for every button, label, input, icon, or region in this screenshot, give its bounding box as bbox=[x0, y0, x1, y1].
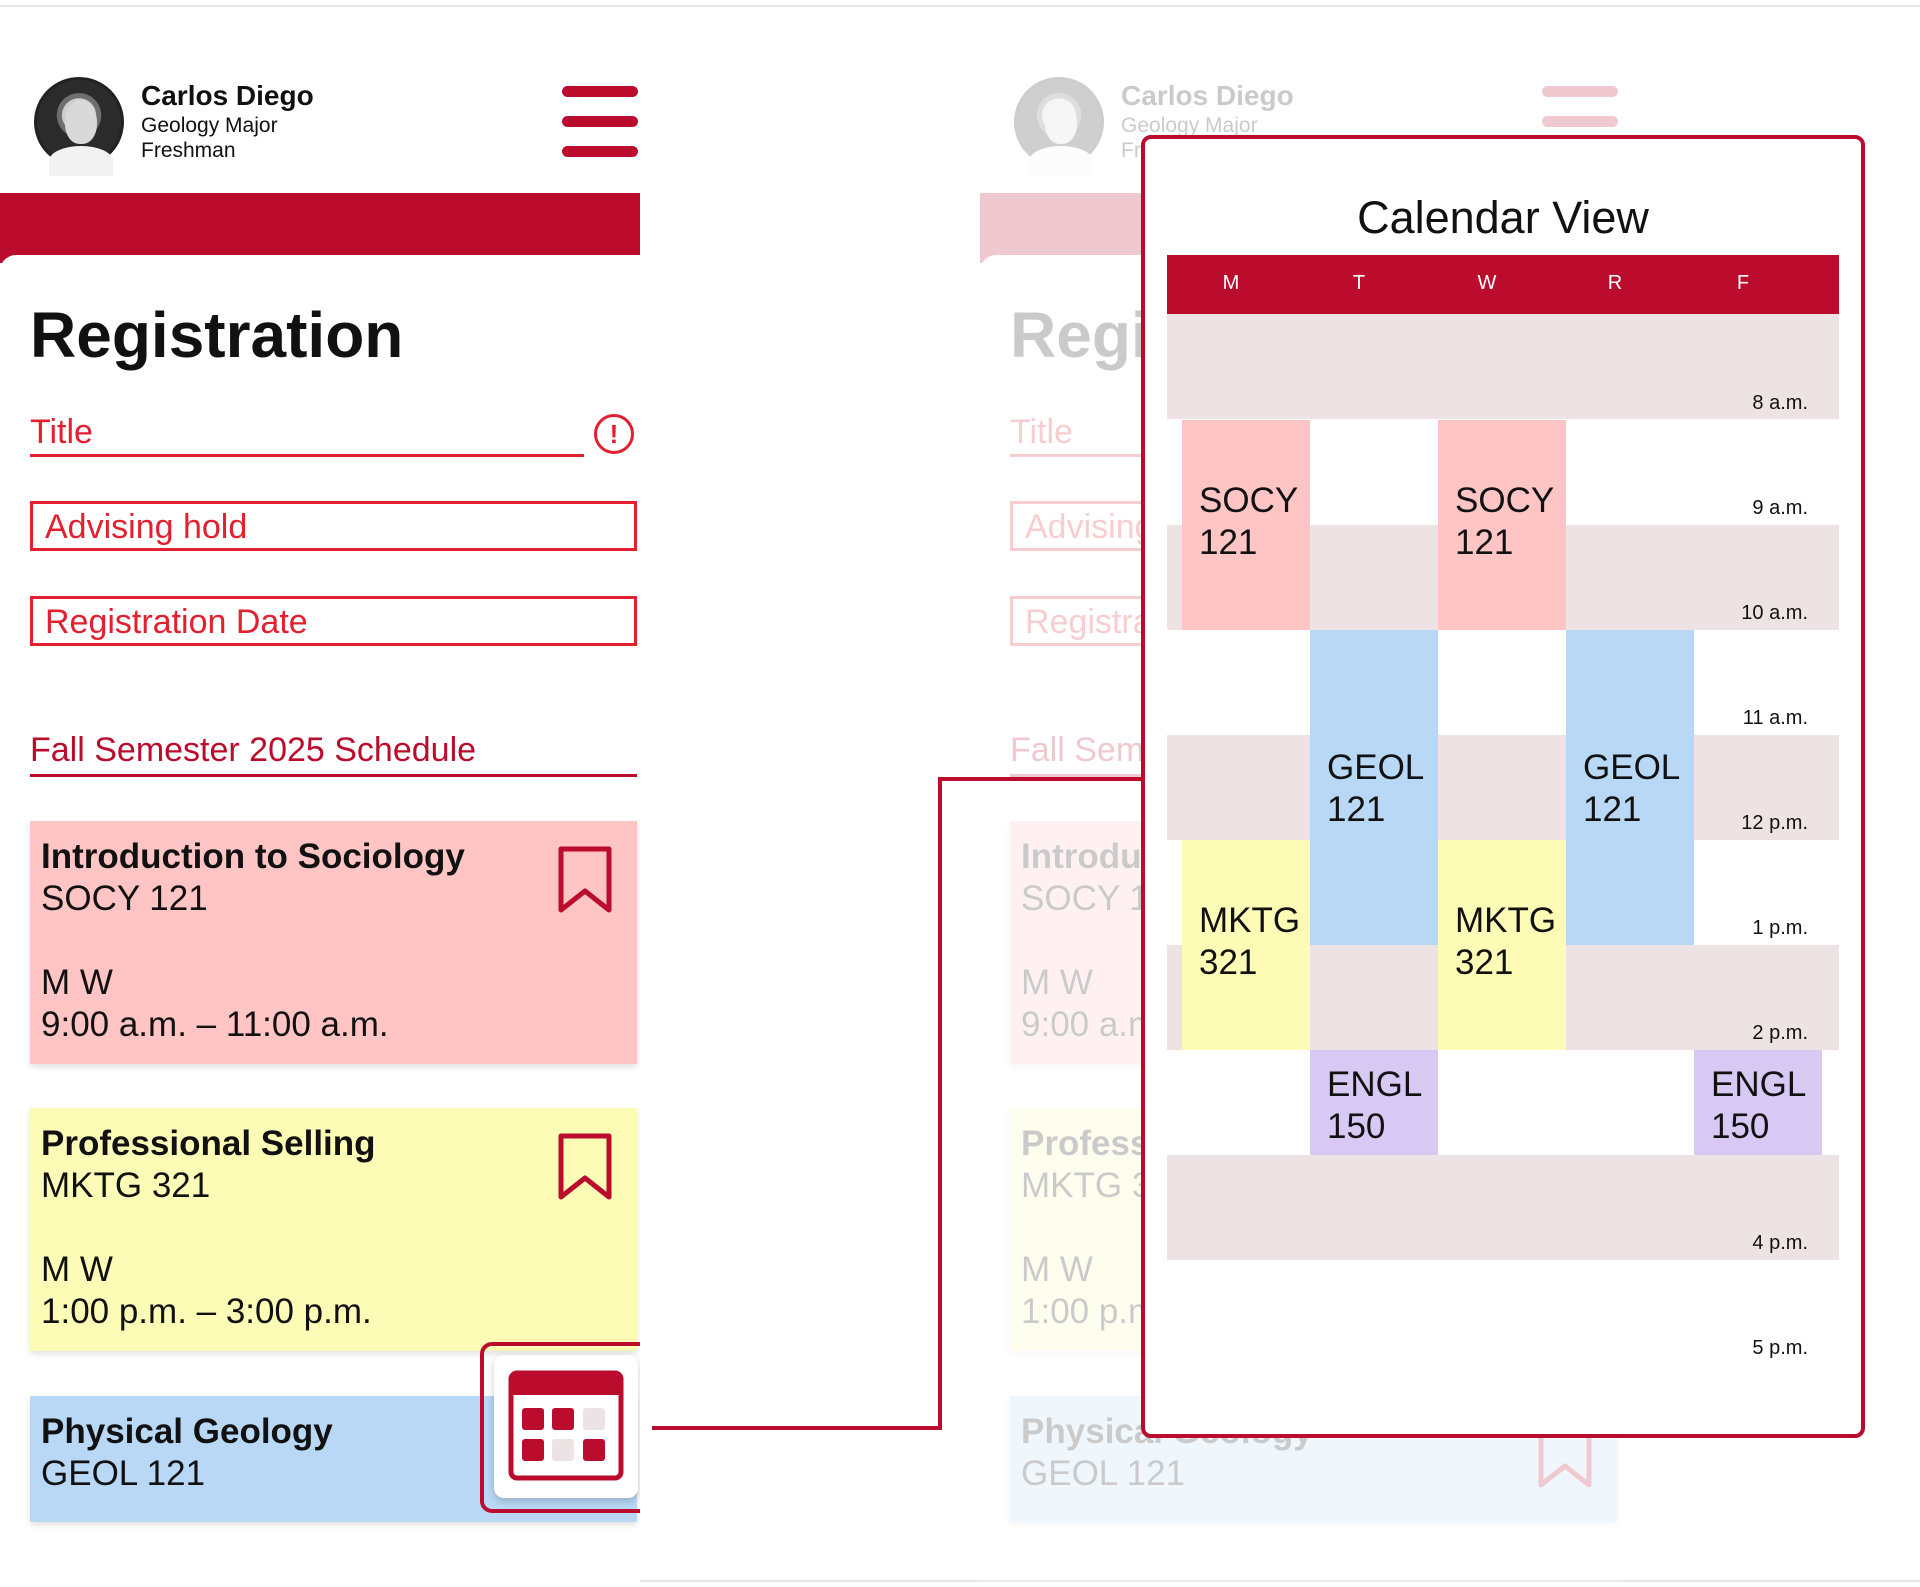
event-subject: GEOL bbox=[1583, 748, 1681, 787]
course-days: M W bbox=[41, 963, 113, 1002]
course-name: Introduction to Sociology bbox=[41, 837, 465, 876]
calendar-event-mktg-monday[interactable]: MKTG 321 bbox=[1182, 840, 1310, 1050]
time-band bbox=[1167, 1155, 1839, 1260]
calendar-event-socy-wednesday[interactable]: SOCY 121 bbox=[1438, 420, 1566, 630]
course-card-sociology[interactable]: Introduction to Sociology SOCY 121 M W 9… bbox=[30, 821, 637, 1064]
event-subject: SOCY bbox=[1199, 481, 1299, 520]
event-subject: SOCY bbox=[1455, 481, 1555, 520]
day-label: R bbox=[1607, 272, 1623, 294]
event-number: 150 bbox=[1327, 1107, 1386, 1146]
user-year: Freshman bbox=[141, 139, 236, 162]
user-name: Carlos Diego bbox=[1121, 80, 1294, 111]
title-field-label: Title bbox=[30, 413, 93, 451]
event-subject: GEOL bbox=[1327, 748, 1425, 787]
time-label: 4 p.m. bbox=[1752, 1232, 1808, 1254]
avatar bbox=[1014, 77, 1104, 176]
event-number: 321 bbox=[1199, 943, 1258, 982]
day-label: M bbox=[1222, 272, 1240, 294]
advising-hold-field[interactable]: Advising hold bbox=[30, 501, 637, 551]
user-major: Geology Major bbox=[1121, 114, 1258, 137]
user-major: Geology Major bbox=[141, 114, 278, 137]
day-label: W bbox=[1477, 272, 1497, 294]
event-subject: ENGL bbox=[1711, 1065, 1807, 1104]
day-label: F bbox=[1736, 272, 1750, 294]
course-code: GEOL 121 bbox=[41, 1454, 206, 1493]
event-number: 321 bbox=[1455, 943, 1514, 982]
user-name: Carlos Diego bbox=[141, 80, 314, 111]
bookmark-icon[interactable] bbox=[557, 1132, 613, 1202]
schedule-heading: Fall Semester 2025 Schedule bbox=[30, 731, 637, 777]
avatar[interactable] bbox=[34, 77, 124, 176]
schedule-heading-label: Fall Semester 2025 Schedule bbox=[30, 731, 477, 769]
registration-date-label: Registration Date bbox=[45, 603, 308, 641]
course-code: MKTG 321 bbox=[41, 1166, 211, 1205]
event-number: 121 bbox=[1199, 523, 1258, 562]
time-label: 12 p.m. bbox=[1741, 812, 1808, 834]
connector-line bbox=[938, 777, 1145, 781]
calendar-event-engl-tuesday[interactable]: ENGL 150 bbox=[1310, 1050, 1438, 1155]
course-name: Professional Selling bbox=[41, 1124, 376, 1163]
course-time: 1:00 p.m. – 3:00 p.m. bbox=[41, 1292, 372, 1331]
time-band bbox=[1167, 735, 1839, 840]
course-code: SOCY 121 bbox=[41, 879, 208, 918]
calendar-view-button[interactable] bbox=[494, 1355, 638, 1498]
time-label: 2 p.m. bbox=[1752, 1022, 1808, 1044]
calendar-event-socy-monday[interactable]: SOCY 121 bbox=[1182, 420, 1310, 630]
event-subject: ENGL bbox=[1327, 1065, 1423, 1104]
connector-line bbox=[652, 1426, 942, 1430]
title-field[interactable]: Title bbox=[30, 413, 584, 457]
time-label: 8 a.m. bbox=[1752, 392, 1808, 414]
title-field-label: Title bbox=[1010, 413, 1073, 451]
calendar-title: Calendar View bbox=[1357, 192, 1649, 243]
day-label: T bbox=[1352, 272, 1366, 294]
calendar-button-highlight bbox=[480, 1342, 640, 1513]
event-number: 121 bbox=[1455, 523, 1514, 562]
course-time: 9:00 a.m. – 11:00 a.m. bbox=[41, 1005, 389, 1044]
time-label: 11 a.m. bbox=[1742, 707, 1808, 729]
menu-icon[interactable] bbox=[562, 86, 640, 158]
advising-hold-label: Advising hold bbox=[45, 508, 248, 546]
calendar-event-engl-friday[interactable]: ENGL 150 bbox=[1694, 1050, 1822, 1155]
event-subject: MKTG bbox=[1455, 901, 1557, 940]
calendar-event-geol-tuesday[interactable]: GEOL 121 bbox=[1310, 630, 1438, 945]
course-name: Physical Geology bbox=[41, 1412, 333, 1451]
event-number: 121 bbox=[1327, 790, 1386, 829]
course-days: M W bbox=[41, 1250, 113, 1289]
event-subject: MKTG bbox=[1199, 901, 1301, 940]
page-title: Registration bbox=[30, 299, 404, 371]
course-days: M W bbox=[1021, 1250, 1093, 1289]
registration-date-field[interactable]: Registration Date bbox=[30, 596, 637, 646]
top-frame-line bbox=[0, 5, 1920, 7]
event-number: 150 bbox=[1711, 1107, 1770, 1146]
course-days: M W bbox=[1021, 963, 1093, 1002]
time-label: 10 a.m. bbox=[1741, 602, 1808, 624]
time-label: 1 p.m. bbox=[1752, 917, 1808, 939]
time-label: 5 p.m. bbox=[1752, 1337, 1808, 1359]
header-band bbox=[0, 193, 640, 263]
registration-screen: Carlos Diego Geology Major Freshman Regi… bbox=[0, 0, 640, 1587]
bookmark-icon[interactable] bbox=[557, 845, 613, 915]
bottom-frame-line bbox=[0, 1580, 1920, 1582]
day-header: M T W R F bbox=[1167, 255, 1839, 314]
calendar-grid-icon bbox=[508, 1370, 624, 1481]
event-number: 121 bbox=[1583, 790, 1642, 829]
course-card-marketing[interactable]: Professional Selling MKTG 321 M W 1:00 p… bbox=[30, 1108, 637, 1351]
connector-line bbox=[938, 777, 942, 1430]
time-band bbox=[1167, 314, 1839, 419]
course-code: GEOL 121 bbox=[1021, 1454, 1186, 1493]
time-label: 9 a.m. bbox=[1752, 497, 1808, 519]
calendar-event-geol-thursday[interactable]: GEOL 121 bbox=[1566, 630, 1694, 945]
calendar-event-mktg-wednesday[interactable]: MKTG 321 bbox=[1438, 840, 1566, 1050]
alert-circle-icon[interactable]: ! bbox=[594, 414, 634, 454]
